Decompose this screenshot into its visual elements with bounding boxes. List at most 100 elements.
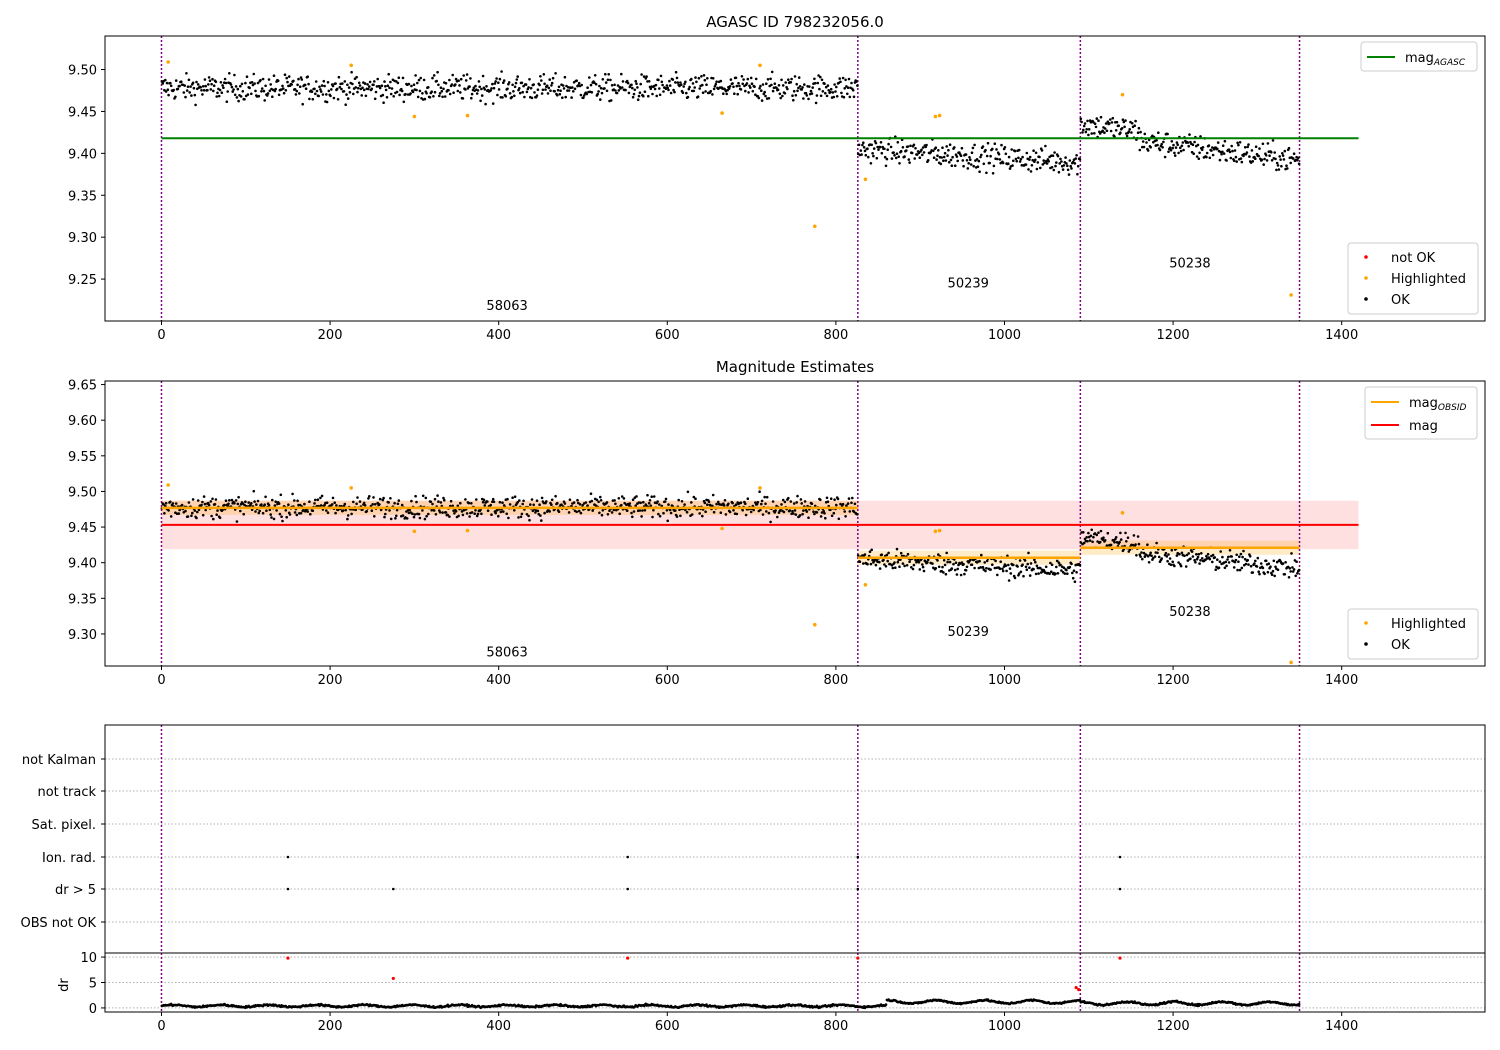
ok-point xyxy=(1136,535,1140,538)
ok-point xyxy=(535,499,539,503)
ok-point xyxy=(321,93,325,96)
ok-point xyxy=(787,78,790,81)
ok-point xyxy=(545,84,549,87)
ok-point xyxy=(306,510,310,513)
ok-point xyxy=(436,70,439,74)
ok-point xyxy=(862,562,865,565)
ok-point xyxy=(439,501,443,504)
ok-point xyxy=(223,77,227,81)
ok-point xyxy=(961,159,965,162)
ok-point xyxy=(835,95,839,98)
ok-point xyxy=(412,83,416,86)
ok-point xyxy=(1266,570,1270,574)
ok-point xyxy=(631,95,635,99)
ok-point xyxy=(1139,555,1142,558)
legend-point-label: Highlighted xyxy=(1391,272,1466,287)
ok-point xyxy=(1175,141,1179,144)
ok-point xyxy=(468,515,471,518)
ok-point xyxy=(658,503,661,506)
ok-point xyxy=(260,503,263,506)
ok-point xyxy=(1290,552,1293,555)
ok-point xyxy=(475,92,479,95)
ok-point xyxy=(336,98,340,101)
ok-point xyxy=(722,504,726,507)
ok-point xyxy=(846,502,850,505)
ok-point xyxy=(648,499,652,502)
ok-point xyxy=(702,74,706,77)
ok-point xyxy=(1088,539,1092,542)
ok-point xyxy=(1206,552,1210,556)
flag-point xyxy=(392,887,395,891)
ok-point xyxy=(343,80,347,83)
ok-point xyxy=(733,92,736,95)
ok-point xyxy=(567,511,571,514)
ok-point xyxy=(590,499,594,503)
ok-point xyxy=(717,500,720,504)
ok-point xyxy=(508,92,512,95)
ok-point xyxy=(640,73,643,76)
ok-point xyxy=(483,88,487,91)
ok-point xyxy=(174,502,178,505)
ok-point xyxy=(366,83,369,86)
panel1-title: AGASC ID 798232056.0 xyxy=(706,13,884,31)
ok-point xyxy=(260,90,263,93)
ok-point xyxy=(210,82,213,86)
ok-point xyxy=(1285,164,1288,167)
ok-point xyxy=(1034,560,1037,564)
ok-point xyxy=(190,514,193,518)
ok-point xyxy=(1237,143,1240,147)
ok-point xyxy=(1233,149,1237,152)
flag-category-label: not Kalman xyxy=(22,753,96,768)
ok-point xyxy=(1052,168,1056,172)
ok-point xyxy=(744,502,747,506)
ok-point xyxy=(180,80,183,83)
ok-point xyxy=(201,513,205,517)
ok-point xyxy=(787,496,790,500)
ok-point xyxy=(1287,146,1291,150)
ok-point xyxy=(1170,140,1174,143)
ok-point xyxy=(450,83,454,86)
ok-point xyxy=(309,512,312,516)
ok-point xyxy=(1291,157,1295,160)
ok-point xyxy=(551,76,555,80)
ok-point xyxy=(222,86,225,89)
ok-point xyxy=(701,514,704,518)
ok-point xyxy=(582,96,585,100)
ok-point xyxy=(1093,132,1096,135)
ok-point xyxy=(272,517,276,521)
ok-point xyxy=(1027,551,1030,555)
ok-point xyxy=(853,502,857,506)
ok-point xyxy=(287,503,290,507)
legend-point-label: OK xyxy=(1391,293,1410,308)
dr-flagged-point xyxy=(286,956,290,960)
ok-point xyxy=(860,153,863,156)
ok-point xyxy=(1071,571,1074,575)
ok-point xyxy=(279,493,283,497)
ok-point xyxy=(303,502,306,506)
ok-point xyxy=(1090,528,1093,532)
ok-point xyxy=(993,142,997,145)
ok-point xyxy=(203,502,207,506)
ok-point xyxy=(384,85,387,88)
ok-point xyxy=(245,75,249,78)
legend-point-swatch xyxy=(1364,621,1368,625)
ok-point xyxy=(1156,551,1159,555)
ok-point xyxy=(1224,560,1228,564)
ok-point xyxy=(1037,572,1040,575)
ok-point xyxy=(654,83,658,87)
ok-point xyxy=(1228,150,1232,154)
ok-point xyxy=(303,83,307,87)
ok-point xyxy=(620,72,623,76)
ok-point xyxy=(360,94,364,97)
ok-point xyxy=(1280,164,1283,168)
ok-point xyxy=(1036,161,1040,164)
ok-point xyxy=(1140,551,1143,554)
ok-point xyxy=(1062,566,1066,569)
ok-point xyxy=(1254,157,1257,160)
ok-point xyxy=(818,87,821,91)
ok-point xyxy=(1272,559,1276,563)
obsid-label: 58063 xyxy=(486,299,527,314)
ok-point xyxy=(763,90,766,94)
ok-point xyxy=(883,147,886,151)
ok-point xyxy=(1066,572,1069,575)
